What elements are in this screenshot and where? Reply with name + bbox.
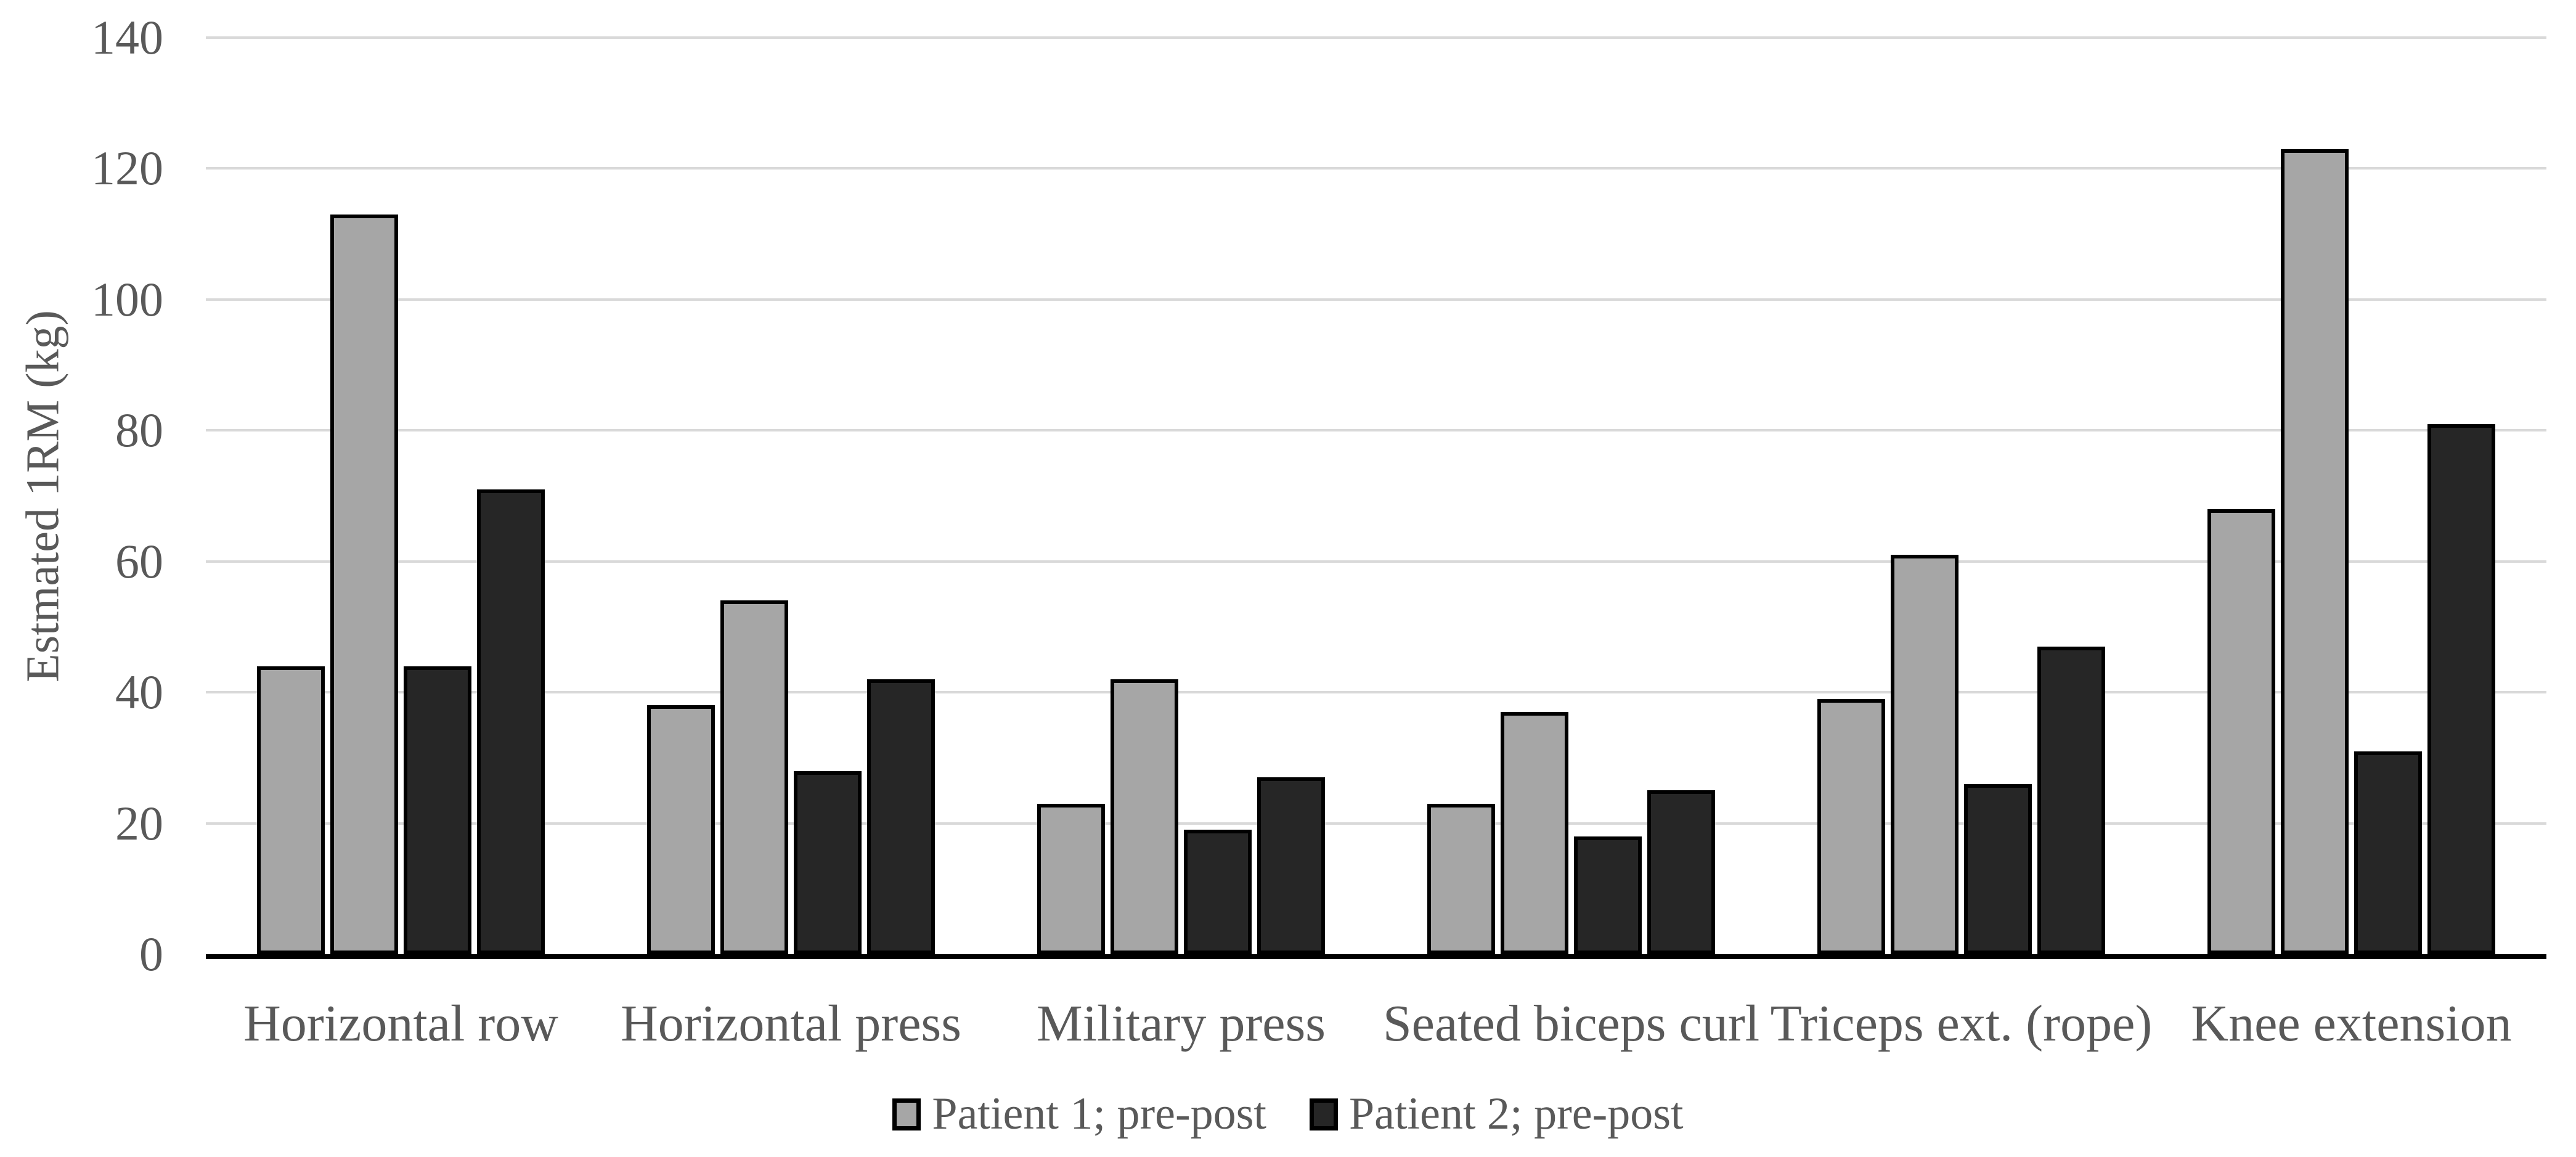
y-tick-label-80: 80 [115, 403, 163, 457]
gridline-20 [206, 822, 2546, 825]
bar-patient-1-pre-group5 [1817, 699, 1885, 954]
legend-swatch-1 [892, 1098, 921, 1130]
x-axis-line [206, 954, 2546, 959]
bar-patient-2-pre-group4 [1574, 836, 1642, 954]
x-category-label-2: Horizontal press [621, 995, 961, 1052]
bar-patient-1-post-group4 [1501, 712, 1568, 954]
plot-area [206, 36, 2546, 959]
y-tick-label-140: 140 [91, 10, 163, 64]
legend: Patient 1; pre-post Patient 2; pre-post [0, 1088, 2576, 1140]
bar-patient-1-post-group3 [1111, 679, 1178, 954]
bar-patient-1-pre-group2 [647, 705, 715, 954]
x-category-label-5: Triceps ext. (rope) [1770, 995, 2153, 1052]
bar-group-1 [206, 38, 596, 954]
bar-patient-1-post-group1 [330, 215, 398, 954]
bar-group-5 [1766, 38, 2156, 954]
bar-patient-2-post-group1 [477, 489, 545, 954]
x-category-label-1: Horizontal row [243, 995, 558, 1052]
bar-patient-2-pre-group3 [1184, 830, 1252, 954]
bar-group-3 [986, 38, 1376, 954]
gridline-100 [206, 298, 2546, 301]
bar-patient-2-pre-group5 [1964, 784, 2032, 954]
y-tick-label-60: 60 [115, 534, 163, 588]
y-tick-label-0: 0 [139, 927, 163, 981]
x-category-label-3: Military press [1037, 995, 1326, 1052]
bar-group-2 [596, 38, 986, 954]
bar-patient-1-pre-group6 [2207, 509, 2275, 954]
y-tick-label-100: 100 [91, 272, 163, 326]
gridline-60 [206, 560, 2546, 563]
bar-patient-2-post-group2 [867, 679, 935, 954]
bar-patient-1-pre-group4 [1427, 804, 1495, 954]
legend-item-2: Patient 2; pre-post [1310, 1088, 1684, 1140]
bar-patient-2-pre-group1 [404, 666, 471, 954]
gridline-80 [206, 429, 2546, 431]
y-tick-label-20: 20 [115, 796, 163, 850]
bar-patient-1-post-group2 [720, 600, 788, 954]
y-tick-label-120: 120 [91, 141, 163, 195]
gridline-140 [206, 36, 2546, 39]
legend-label-2: Patient 2; pre-post [1349, 1089, 1684, 1139]
bar-patient-2-post-group5 [2037, 647, 2105, 954]
bar-patient-2-pre-group6 [2354, 751, 2422, 954]
legend-swatch-2 [1310, 1098, 1338, 1130]
bar-patient-1-post-group6 [2281, 149, 2349, 954]
bar-patient-2-pre-group2 [794, 771, 862, 954]
bar-patient-1-post-group5 [1891, 555, 1958, 954]
bar-patient-1-pre-group3 [1037, 804, 1105, 954]
bar-patient-2-post-group6 [2427, 424, 2495, 954]
bar-patient-1-pre-group1 [257, 666, 325, 954]
bar-patient-2-post-group3 [1257, 777, 1325, 954]
bar-group-6 [2156, 38, 2546, 954]
y-tick-label-40: 40 [115, 665, 163, 719]
x-category-label-6: Knee extension [2191, 995, 2512, 1052]
x-category-label-4: Seated biceps curl [1382, 995, 1760, 1052]
bar-patient-2-post-group4 [1647, 790, 1715, 954]
legend-label-1: Patient 1; pre-post [932, 1089, 1266, 1139]
gridline-120 [206, 167, 2546, 170]
y-axis-title: Estmated 1RM (kg) [17, 310, 69, 682]
gridline-40 [206, 691, 2546, 693]
legend-item-1: Patient 1; pre-post [892, 1088, 1266, 1140]
bar-group-4 [1376, 38, 1766, 954]
